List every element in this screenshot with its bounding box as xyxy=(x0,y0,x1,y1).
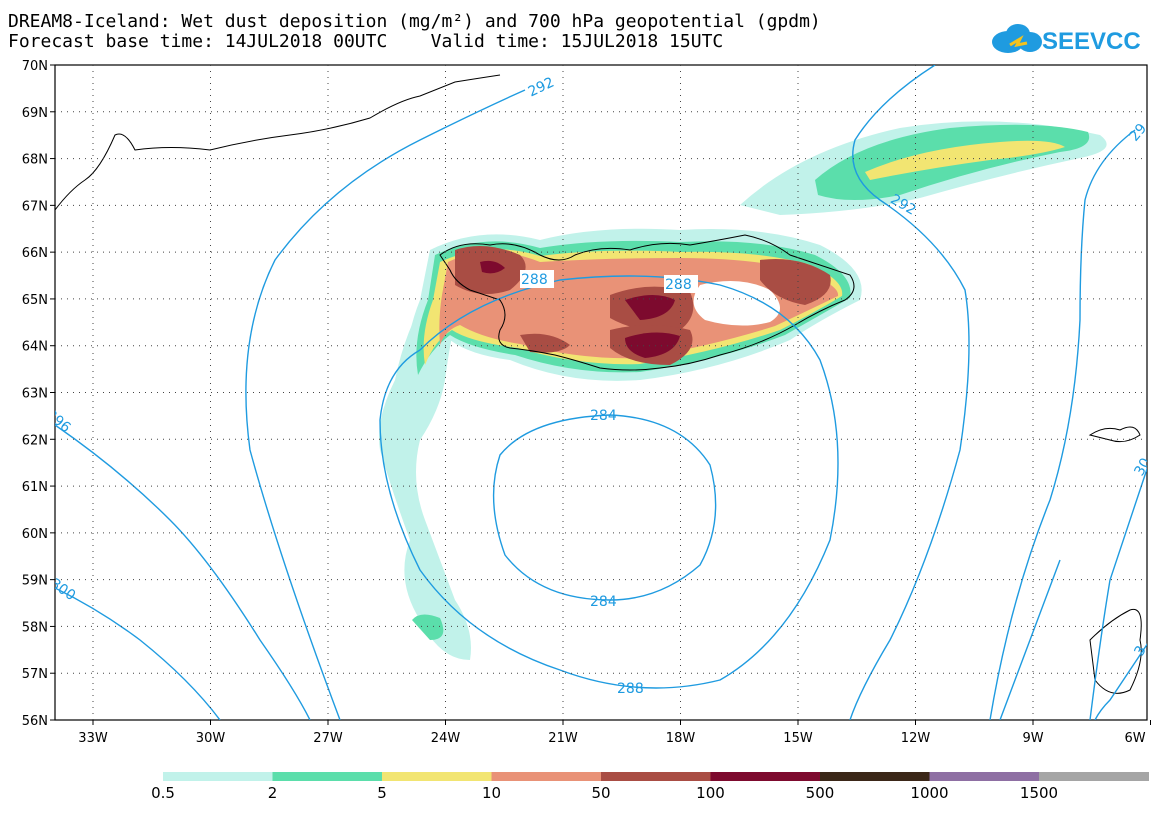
longitude-labels: 33W 30W 27W 24W 21W 18W 15W 12W 9W 6W xyxy=(78,720,1151,746)
lon-label: 21W xyxy=(548,731,578,746)
lat-label: 61N xyxy=(22,480,48,495)
dust-plume-southwest-green xyxy=(412,614,444,640)
legend-label: 5 xyxy=(377,784,387,802)
contour-292-west xyxy=(245,89,526,720)
contour-300-east xyxy=(1089,466,1147,720)
dust-iceland-dark1 xyxy=(625,295,675,320)
legend-label: 1500 xyxy=(1019,784,1059,802)
legend-swatch xyxy=(929,772,1040,781)
logo-text: SEEVCCC xyxy=(1042,28,1140,55)
contour-304-east xyxy=(1094,643,1147,720)
graticule xyxy=(55,65,1147,720)
lat-label: 65N xyxy=(22,293,48,308)
contour-284 xyxy=(492,414,717,601)
dust-iceland-dark2 xyxy=(625,332,680,358)
lat-label: 68N xyxy=(22,153,48,168)
contour-label-284-s: 284 xyxy=(590,594,617,610)
legend-swatch xyxy=(601,772,711,781)
contour-296-east xyxy=(989,129,1136,720)
lat-label: 67N xyxy=(22,199,48,214)
legend-label: 10 xyxy=(481,784,502,802)
legend-swatch xyxy=(163,772,273,781)
latitude-labels: 70N 69N 68N 67N 66N 65N 64N 63N 62N 61N 60N 59N 58N 5… xyxy=(22,59,55,729)
legend-swatch xyxy=(1039,772,1149,781)
lon-label: 33W xyxy=(78,731,108,746)
contour-label-288-w: 288 xyxy=(521,272,548,288)
dust-plume-southwest xyxy=(379,290,471,660)
lat-label: 62N xyxy=(22,433,48,448)
legend-label: 100 xyxy=(696,784,725,802)
lat-label: 57N xyxy=(22,667,48,682)
legend-label: 50 xyxy=(591,784,611,802)
coast-iceland xyxy=(439,234,855,371)
lat-label: 66N xyxy=(22,246,48,261)
contour-296-west xyxy=(55,424,311,720)
legend-swatch xyxy=(820,772,930,781)
lat-label: 60N xyxy=(22,527,48,542)
lon-label: 24W xyxy=(431,731,461,746)
dust-iceland-red4 xyxy=(760,259,831,305)
lon-label: 30W xyxy=(196,731,226,746)
coast-faroe xyxy=(1088,426,1141,443)
lat-label: 70N xyxy=(22,59,48,74)
contour-300-west xyxy=(55,587,221,720)
seevccc-logo: SEEVCCC xyxy=(992,24,1140,55)
dust-iceland-gap xyxy=(693,281,780,326)
cloud-icon xyxy=(992,24,1042,53)
lat-label: 63N xyxy=(22,387,48,402)
lat-label: 69N xyxy=(22,106,48,121)
legend-label: 0.5 xyxy=(151,784,175,802)
contour-292-east xyxy=(849,65,970,720)
lon-label: 27W xyxy=(313,731,343,746)
contour-label-288-s: 288 xyxy=(617,681,644,697)
lon-label: 18W xyxy=(666,731,696,746)
lat-label: 64N xyxy=(22,340,48,355)
lat-label: 56N xyxy=(22,714,48,729)
map-title-line2: Forecast base time: 14JUL2018 00UTC Vali… xyxy=(8,31,724,52)
legend-label: 500 xyxy=(805,784,835,802)
contour-900-east xyxy=(999,559,1061,720)
geopotential-contours xyxy=(55,65,1147,720)
contour-label-284-n: 284 xyxy=(590,408,617,424)
legend-label: 2 xyxy=(267,784,278,802)
lat-label: 58N xyxy=(22,620,48,635)
lon-label: 15W xyxy=(783,731,813,746)
legend-swatch xyxy=(382,772,492,781)
legend-swatch xyxy=(272,772,383,781)
legend-swatch xyxy=(491,772,602,781)
contour-288 xyxy=(379,275,839,689)
lon-label: 9W xyxy=(1022,731,1043,746)
legend-swatch xyxy=(710,772,821,781)
map-title-line1: DREAM8-Iceland: Wet dust deposition (mg/… xyxy=(8,11,821,32)
legend-label: 1000 xyxy=(910,784,949,802)
dust-iceland-dark3 xyxy=(480,260,505,274)
dust-plume-northeast-yellow xyxy=(865,140,1065,180)
legend-colorbar xyxy=(163,772,1149,781)
lon-label: 12W xyxy=(901,731,931,746)
contour-label-288-n: 288 xyxy=(665,277,692,293)
lat-label: 59N xyxy=(22,574,48,589)
lon-label: 6W xyxy=(1124,731,1145,746)
dust-iceland-red5 xyxy=(520,333,570,353)
